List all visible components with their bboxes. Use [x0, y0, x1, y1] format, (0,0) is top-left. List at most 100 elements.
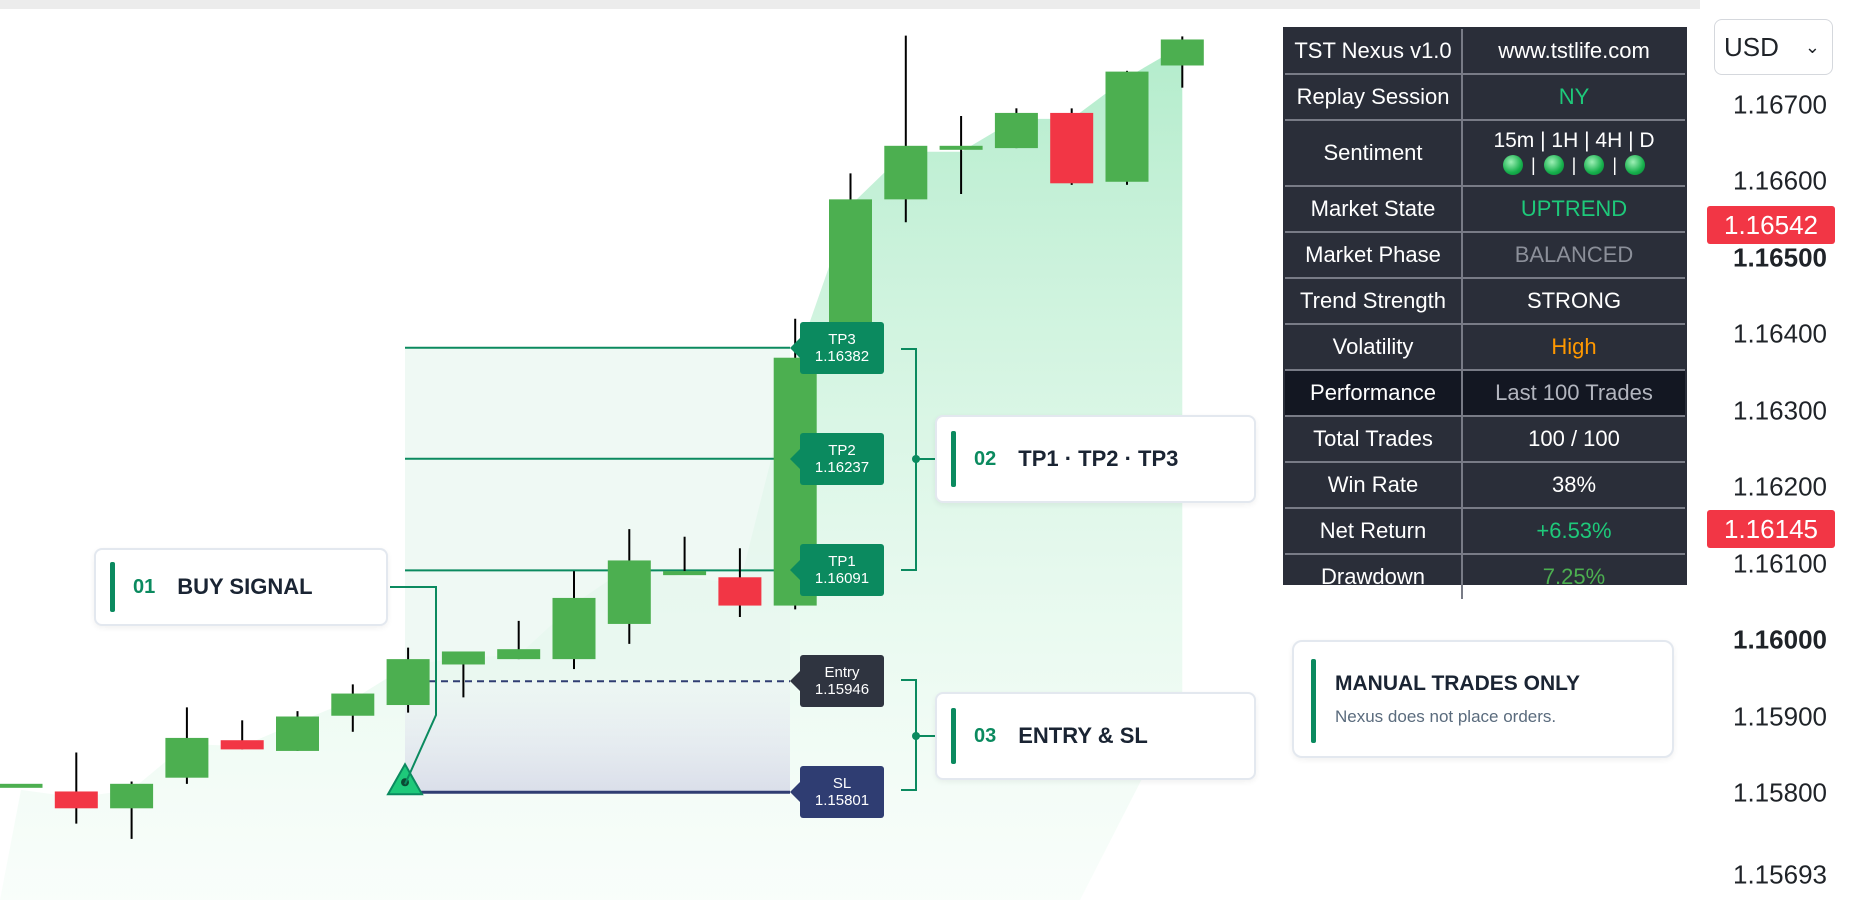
row-label: Volatility — [1285, 325, 1463, 369]
price-tick: 1.16100 — [1733, 548, 1827, 578]
price-tick: 1.15900 — [1733, 701, 1827, 731]
price-tick: 1.16500 — [1733, 242, 1827, 272]
price-tick: 1.15800 — [1733, 777, 1827, 808]
tp-callout: 02 TP1 · TP2 · TP3 — [935, 415, 1256, 503]
nexus-info-table: TST Nexus v1.0 www.tstlife.com Replay Se… — [1283, 27, 1687, 599]
row-value: UPTREND — [1520, 196, 1628, 221]
indicator-name: TST Nexus v1.0 — [1285, 29, 1463, 73]
table-row: Total Trades 100 / 100 — [1285, 417, 1685, 463]
current-price-tag: 1.16145 — [1707, 510, 1835, 549]
tp1-label: TP1 1.16091 — [790, 544, 884, 597]
tp-connector-dot — [912, 455, 920, 463]
dot-separator: | — [1571, 155, 1577, 175]
bull-candle — [552, 597, 596, 660]
target-zone — [405, 347, 790, 682]
bull-candle — [884, 145, 928, 200]
callout-title: TP1 · TP2 · TP3 — [1018, 446, 1179, 471]
row-label: Replay Session — [1285, 75, 1463, 119]
row-value: NY — [1558, 84, 1590, 109]
price-tick: 1.16400 — [1733, 318, 1827, 349]
trend-area — [0, 45, 1183, 901]
price-tick: 1.16000 — [1733, 624, 1827, 655]
table-row: Win Rate 38% — [1285, 463, 1685, 509]
sentiment-timeframes: 15m | 1H | 4H | D — [1493, 129, 1655, 152]
row-label: Total Trades — [1285, 417, 1463, 461]
green-dot-icon — [1584, 155, 1605, 175]
sentiment-dots: | | | — [1502, 153, 1646, 177]
bear-candle — [220, 740, 264, 750]
row-value: BALANCED — [1514, 242, 1634, 267]
buy-signal-callout: 01 BUY SIGNAL — [94, 548, 388, 626]
entry-label: Entry 1.15946 — [790, 655, 884, 708]
bull-candle — [165, 737, 209, 778]
currency-select[interactable]: USD ⌄ — [1714, 19, 1833, 75]
table-row: Market Phase BALANCED — [1285, 233, 1685, 279]
price-tick: 1.15693 — [1733, 859, 1827, 890]
performance-row: Performance Last 100 Trades — [1285, 371, 1685, 417]
green-dot-icon — [1543, 155, 1564, 175]
table-header-row: TST Nexus v1.0 www.tstlife.com — [1285, 29, 1685, 75]
sl-price: 1.15801 — [814, 792, 870, 810]
dot-separator: | — [1612, 155, 1618, 175]
bull-candle — [994, 112, 1038, 149]
candlestick-chart[interactable] — [0, 0, 1700, 922]
price-tick: 1.16600 — [1733, 165, 1827, 196]
callout-number: 01 — [133, 575, 156, 598]
bull-candle — [497, 649, 541, 660]
bull-candle — [110, 783, 154, 809]
bull-candle — [663, 571, 707, 576]
green-dot-icon — [1502, 155, 1523, 175]
row-value: High — [1551, 334, 1597, 359]
tp3-name: TP3 — [828, 330, 856, 348]
row-value: 38% — [1551, 472, 1597, 497]
price-tick: 1.16200 — [1733, 471, 1827, 502]
bull-candle — [276, 716, 319, 751]
row-value: Last 100 Trades — [1463, 371, 1685, 415]
row-value: 7.25% — [1542, 564, 1606, 589]
manual-trades-notice: MANUAL TRADES ONLY Nexus does not place … — [1292, 640, 1674, 758]
bull-candle — [1105, 71, 1149, 182]
table-row: Replay Session NY — [1285, 75, 1685, 121]
row-label: Net Return — [1285, 509, 1463, 553]
tp2-price: 1.16237 — [814, 458, 870, 476]
callout-title: BUY SIGNAL — [177, 574, 313, 599]
row-value: 100 / 100 — [1528, 426, 1620, 451]
notice-accent-bar — [1311, 659, 1316, 743]
sentiment-row: Sentiment 15m | 1H | 4H | D | | | — [1285, 121, 1685, 187]
sl-label: SL 1.15801 — [790, 766, 884, 819]
bear-candle — [54, 791, 98, 809]
tp2-label: TP2 1.16237 — [790, 432, 884, 485]
dot-separator: | — [1530, 155, 1536, 175]
callout-number: 02 — [974, 447, 997, 470]
row-label: Drawdown — [1285, 555, 1463, 599]
tp2-name: TP2 — [828, 441, 856, 459]
current-price-tag: 1.16542 — [1707, 206, 1835, 245]
tp1-name: TP1 — [828, 553, 856, 571]
tp1-price: 1.16091 — [814, 570, 870, 588]
notice-subtitle: Nexus does not place orders. — [1335, 707, 1557, 726]
bull-candle — [386, 659, 430, 706]
row-value: STRONG — [1526, 288, 1622, 313]
row-value: +6.53% — [1536, 518, 1612, 543]
chevron-down-icon: ⌄ — [1804, 36, 1820, 57]
notice-title: MANUAL TRADES ONLY — [1335, 672, 1581, 695]
price-tick: 1.16700 — [1733, 89, 1827, 119]
website-link[interactable]: www.tstlife.com — [1498, 38, 1650, 63]
price-axis[interactable] — [1700, 0, 1851, 922]
row-label: Sentiment — [1285, 121, 1463, 185]
entry-connector-dot — [912, 732, 920, 740]
row-label: Win Rate — [1285, 463, 1463, 507]
table-row: Market State UPTREND — [1285, 187, 1685, 233]
bull-candle — [0, 783, 43, 788]
green-dot-icon — [1625, 155, 1646, 175]
table-row: Net Return +6.53% — [1285, 509, 1685, 555]
risk-zone — [405, 681, 790, 793]
callout-number: 03 — [974, 724, 997, 747]
top-bar — [0, 0, 1851, 9]
bull-candle — [607, 560, 651, 624]
row-label: Market Phase — [1285, 233, 1463, 277]
bear-candle — [718, 577, 762, 606]
bull-candle — [939, 145, 983, 150]
row-label: Trend Strength — [1285, 279, 1463, 323]
bull-candle — [441, 651, 485, 665]
